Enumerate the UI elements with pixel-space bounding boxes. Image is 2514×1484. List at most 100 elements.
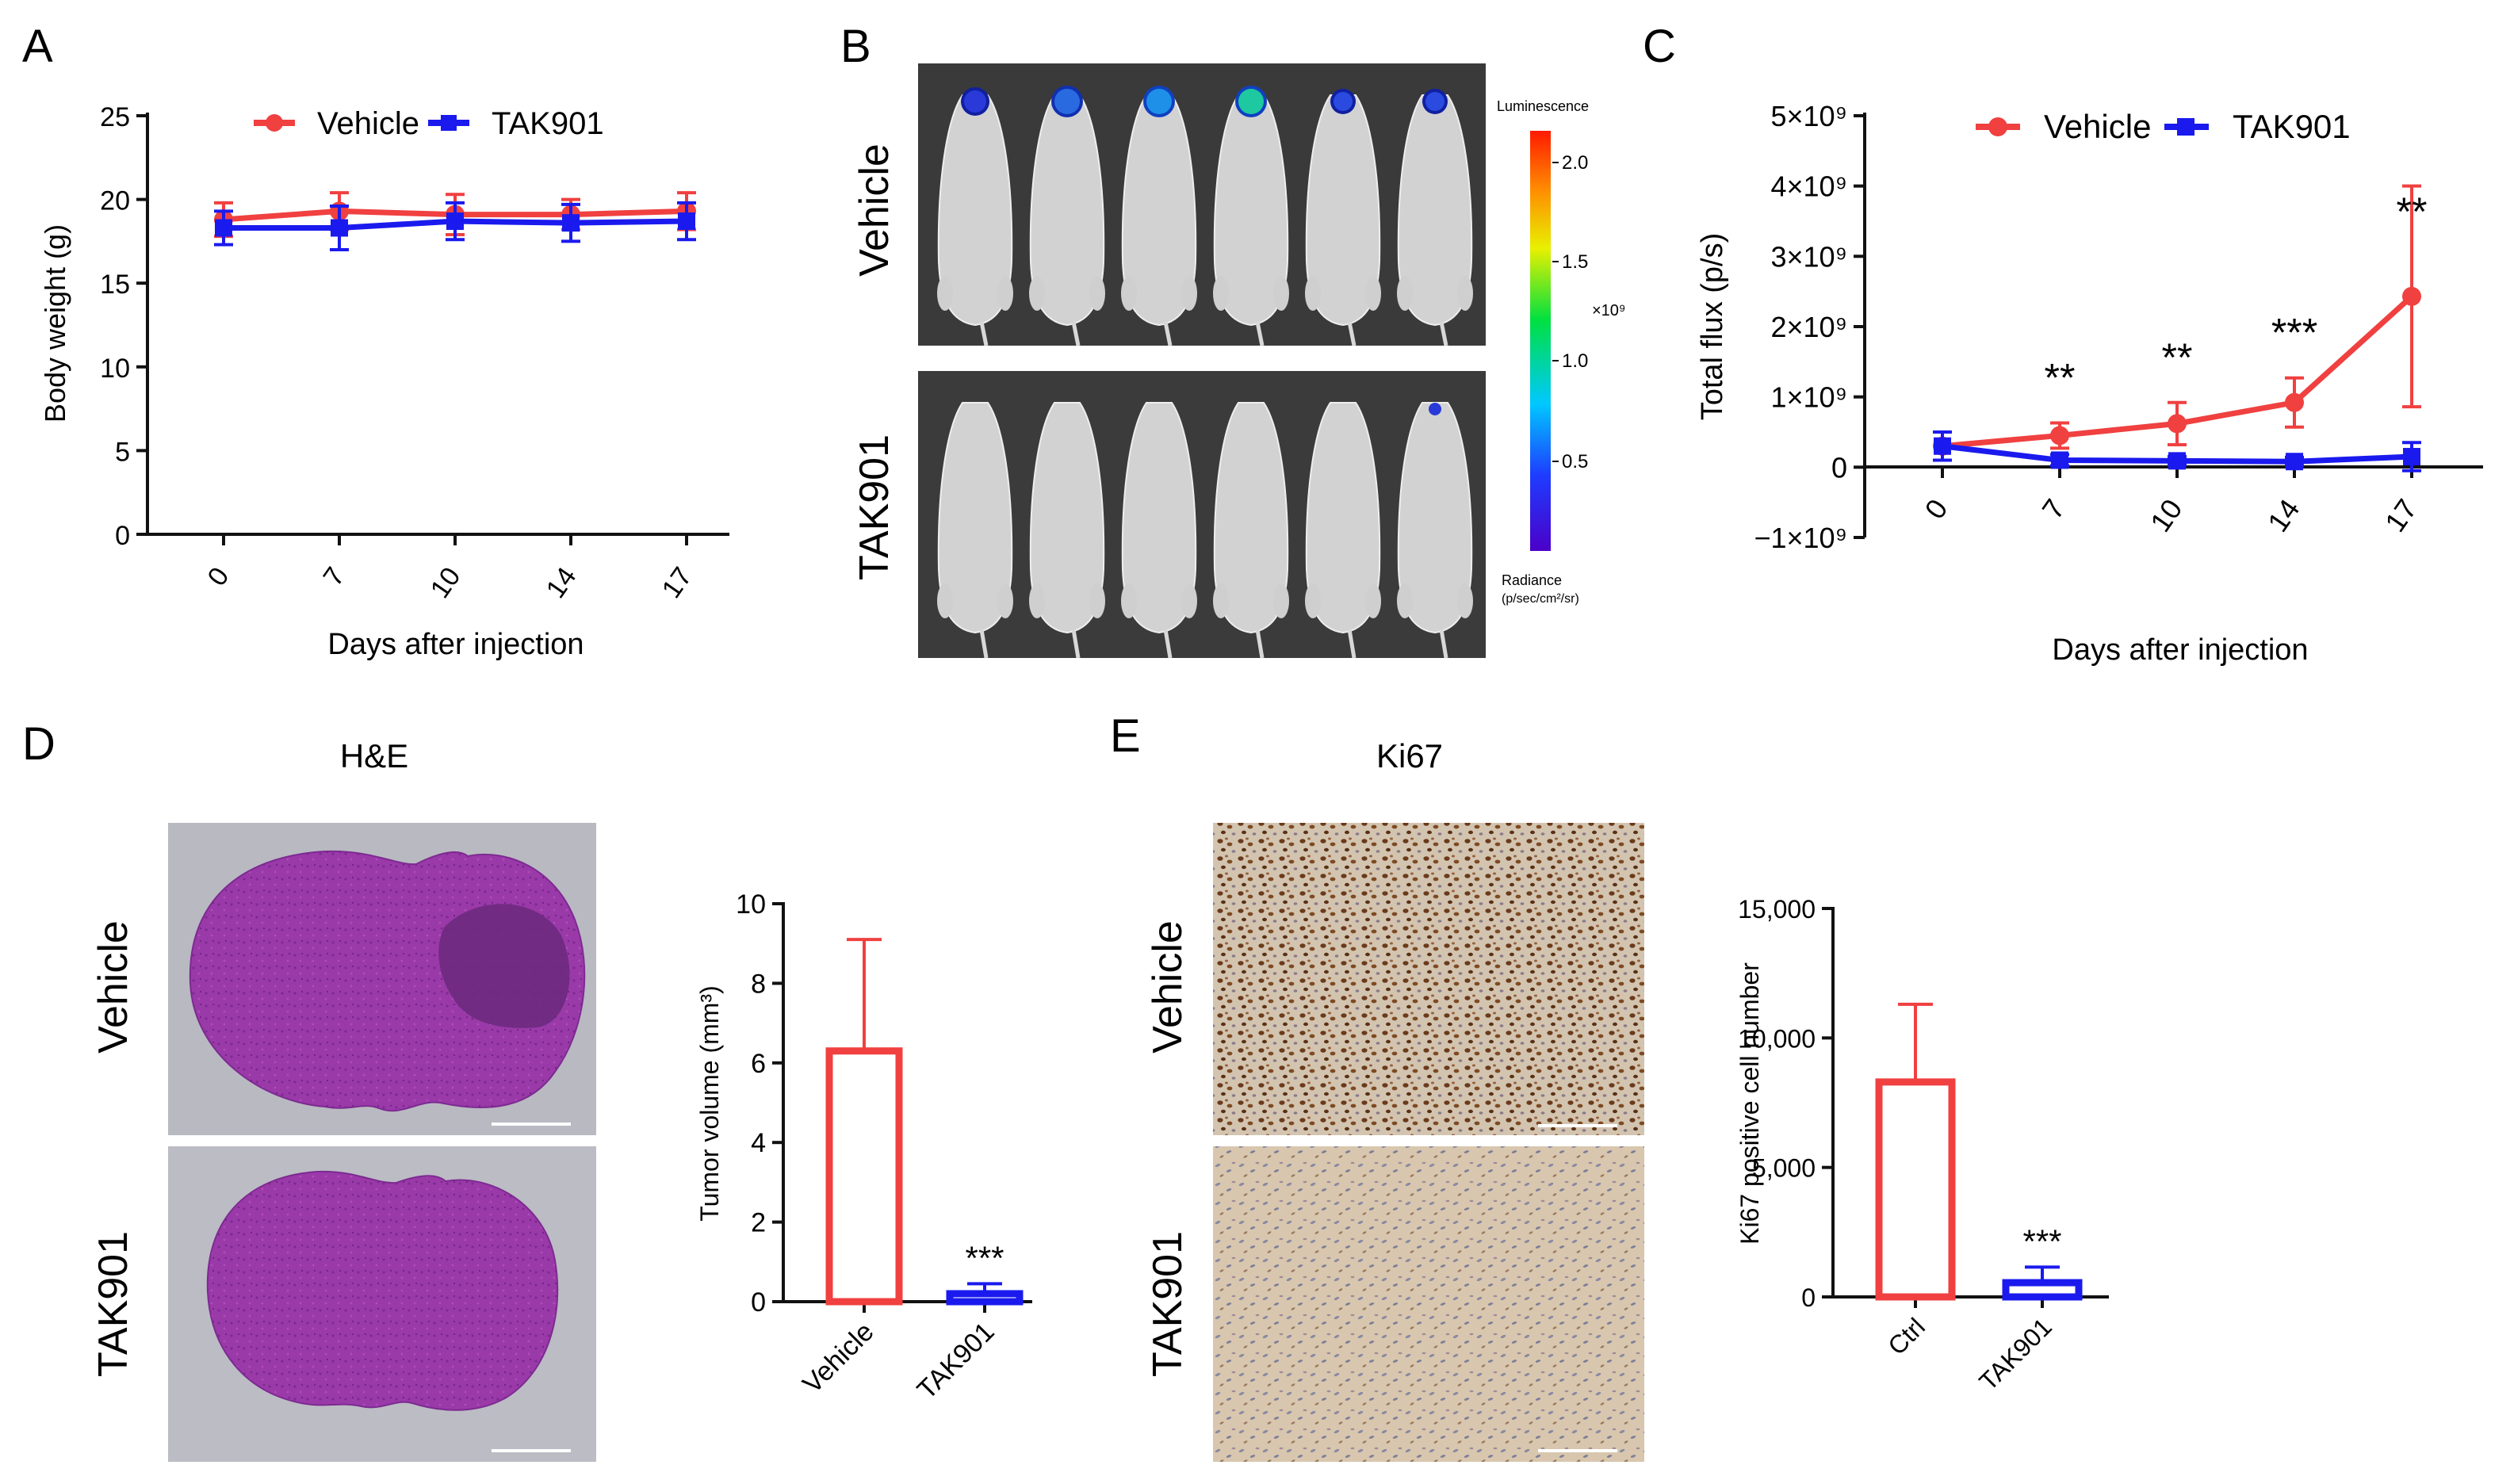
panel-c-legend-vehicle: Vehicle <box>2044 108 2151 145</box>
mouse-hindleg <box>937 583 953 618</box>
bioluminescence-spot <box>1429 403 1441 415</box>
colorbar-exponent: ×10⁹ <box>1592 302 1626 319</box>
mouse-tail <box>979 629 989 659</box>
panel-letter-d: D <box>22 718 55 770</box>
mouse-tail <box>1071 629 1081 659</box>
mouse-tail <box>1347 629 1356 659</box>
data-point-tak901 <box>331 219 348 237</box>
mouse-tail <box>1439 321 1448 346</box>
panel-letter-e: E <box>1110 710 1141 762</box>
data-point-vehicle <box>2168 414 2187 434</box>
panel-b-colorbar: Luminescence 2.0 1.5 1.0 0.5 ×10⁹ Radian… <box>1497 98 1626 606</box>
panel-a-ticks: 0 5 10 15 20 25 0 7 10 14 17 <box>100 102 698 604</box>
mouse-hindleg <box>1397 583 1413 618</box>
bar-vehicle <box>825 1047 903 1306</box>
mouse-body <box>937 94 1013 327</box>
mouse-body <box>1213 402 1289 634</box>
y-tick-label: 15,000 <box>1738 895 1816 924</box>
mouse-body <box>1029 94 1105 327</box>
mouse-hindleg <box>1121 583 1137 618</box>
y-tick-label: 4×10⁹ <box>1770 170 1847 203</box>
panel-a-gridlayer <box>146 113 729 536</box>
data-point-tak901 <box>446 212 464 231</box>
mouse-body <box>1397 402 1473 634</box>
panel-e-row-label-vehicle: Vehicle <box>1145 920 1191 1054</box>
mouse-hindleg <box>1181 276 1197 311</box>
colorbar-label-05: 0.5 <box>1562 451 1588 472</box>
x-tick-label: TAK901 <box>912 1317 1001 1406</box>
x-tick-label: Ctrl <box>1882 1312 1930 1360</box>
panel-a-legend: Vehicle TAK901 <box>254 106 604 141</box>
mouse-hindleg <box>1273 583 1289 618</box>
significance-label: ** <box>2397 189 2428 234</box>
he-tak901-tissue <box>206 1170 559 1411</box>
significance-label: *** <box>2271 311 2317 355</box>
panel-b-mice <box>937 86 1473 659</box>
x-tick-label: 17 <box>2378 493 2424 537</box>
panel-letter-c: C <box>1643 21 1676 72</box>
colorbar-label-15: 1.5 <box>1562 251 1588 273</box>
panel-d-row-label-tak901: TAK901 <box>90 1231 136 1377</box>
mouse-body <box>1305 94 1381 327</box>
he-vehicle-tumor <box>438 904 570 1028</box>
y-tick-label: 2×10⁹ <box>1770 311 1847 343</box>
x-tick-label: TAK901 <box>1973 1312 2057 1396</box>
panel-c-ylabel: Total flux (p/s) <box>1696 233 1729 421</box>
data-point-tak901 <box>2051 451 2068 469</box>
panel-c-legend: Vehicle TAK901 <box>1976 108 2351 145</box>
panel-e-marks: *** <box>1875 1002 2083 1301</box>
mouse-body <box>1121 94 1197 327</box>
legend-tak901-marker <box>441 115 457 131</box>
data-point-vehicle <box>2402 286 2421 306</box>
mouse-hindleg <box>997 276 1013 311</box>
panel-e-ticks: 0 5,000 10,000 15,000 Ctrl TAK901 <box>1738 895 2057 1396</box>
y-tick-label: −1×10⁹ <box>1754 522 1847 554</box>
y-tick-label: 5×10⁹ <box>1770 100 1847 132</box>
legend-vehicle-marker <box>266 114 283 132</box>
panel-e: Ki67 Vehicle TAK901 0 5,000 10,000 15,000 Ct… <box>1145 737 2109 1462</box>
y-tick-label: 10 <box>100 354 130 384</box>
y-tick-label: 8 <box>751 969 766 999</box>
mouse-hindleg <box>1181 583 1197 618</box>
y-tick-label: 5,000 <box>1752 1154 1816 1183</box>
bioluminescence-spot <box>1334 92 1353 111</box>
panel-a-ylabel: Body weight (g) <box>39 224 71 423</box>
bioluminescence-spot <box>964 90 986 113</box>
mouse-body <box>1121 402 1197 634</box>
data-point-tak901 <box>2403 448 2420 466</box>
data-point-tak901 <box>678 212 695 231</box>
data-point-tak901 <box>1934 437 1951 455</box>
mouse-hindleg <box>1089 583 1105 618</box>
panel-e-vehicle-ihc <box>1213 823 1644 1135</box>
x-tick-label: 17 <box>656 562 698 604</box>
panel-letter-a: A <box>22 21 53 72</box>
bar-tak901 <box>2002 1279 2083 1301</box>
colorbar-label-20: 2.0 <box>1562 152 1588 174</box>
bioluminescence-spot <box>1238 89 1264 114</box>
panel-b-row-label-tak901: TAK901 <box>851 434 897 580</box>
y-tick-label: 3×10⁹ <box>1770 240 1847 273</box>
mouse-hindleg <box>1457 583 1473 618</box>
panel-d-marks: *** <box>825 938 1024 1306</box>
y-tick-label: 6 <box>751 1049 766 1079</box>
mouse-hindleg <box>1029 276 1045 311</box>
panel-b-tak901-image <box>918 371 1486 658</box>
x-tick-label: 14 <box>541 562 583 604</box>
panel-a-legend-vehicle: Vehicle <box>317 106 419 141</box>
y-tick-label: 4 <box>751 1128 766 1158</box>
y-tick-label: 15 <box>100 270 130 300</box>
significance-label: ** <box>2045 355 2076 400</box>
y-tick-label: 20 <box>100 186 130 216</box>
y-tick-label: 0 <box>1801 1283 1816 1312</box>
mouse-hindleg <box>1213 276 1229 311</box>
panel-c-xlabel: Days after injection <box>2052 633 2308 667</box>
significance-label: *** <box>965 1239 1004 1276</box>
mouse-hindleg <box>1365 276 1381 311</box>
panel-c-axes <box>1863 113 2483 537</box>
y-tick-label: 0 <box>1831 451 1847 484</box>
significance-label: ** <box>2162 335 2193 380</box>
data-point-vehicle <box>2050 426 2069 446</box>
y-tick-label: 10 <box>736 889 766 920</box>
mouse-tail <box>1071 321 1081 346</box>
